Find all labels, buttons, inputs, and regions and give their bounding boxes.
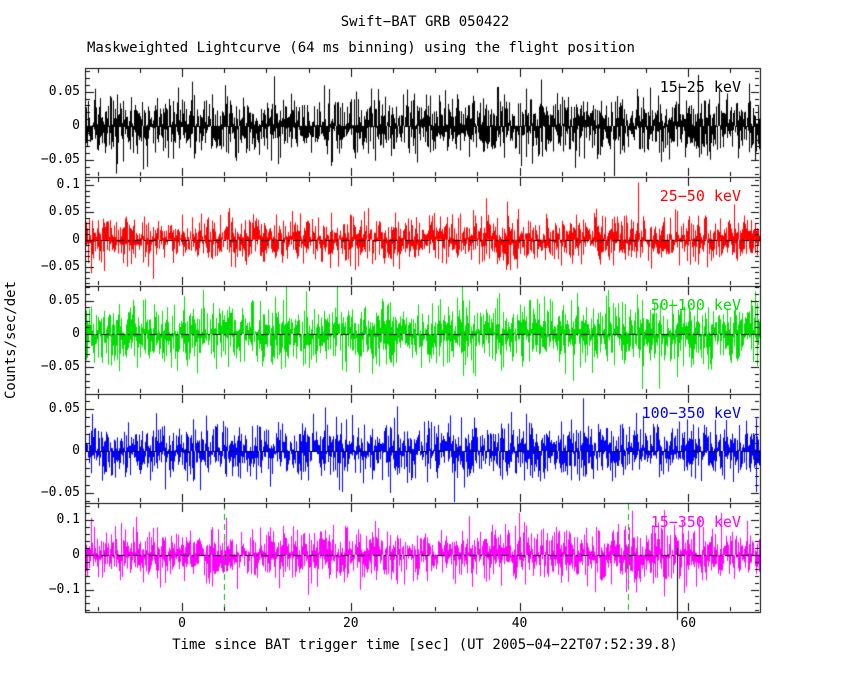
y-axis-label: Counts/sec/det [3, 281, 19, 400]
panel-label-100-350-kev: 100−350 keV [641, 404, 741, 422]
y-tick-label: 0.05 [48, 292, 80, 308]
y-tick-label: 0 [72, 231, 80, 247]
panel-label-50-100-kev: 50−100 keV [650, 296, 741, 314]
y-tick-label: 0 [72, 546, 80, 562]
panel-label-25-50-kev: 25−50 keV [659, 187, 741, 205]
y-tick-label: −0.05 [40, 151, 80, 167]
y-tick-label: 0.05 [48, 204, 80, 220]
y-tick-label: 0 [72, 117, 80, 133]
x-axis-label: Time since BAT trigger time [sec] (UT 20… [172, 637, 678, 653]
y-tick-label: 0 [72, 326, 80, 341]
chart-subtitle: Maskweighted Lightcurve (64 ms binning) … [87, 40, 635, 56]
y-tick-label: 0.05 [48, 401, 80, 417]
chart-title: Swift−BAT GRB 050422 [340, 14, 510, 30]
panel-label-15-25-kev: 15−25 keV [659, 78, 741, 96]
y-tick-label: −0.05 [40, 484, 80, 500]
y-tick-label: 0.1 [56, 177, 80, 193]
y-tick-label: 0 [72, 443, 80, 458]
y-tick-label: −0.05 [40, 359, 80, 375]
y-tick-label: −0.05 [40, 258, 80, 274]
x-tick-label: 20 [342, 616, 359, 631]
x-tick-label: 60 [680, 616, 697, 631]
x-tick-label: 40 [511, 616, 528, 631]
y-tick-label: 0.05 [48, 83, 80, 99]
panel-label-15-350-kev: 15−350 keV [650, 513, 741, 531]
x-tick-label: 0 [178, 616, 186, 631]
y-tick-label: −0.1 [48, 581, 80, 597]
y-tick-label: 0.1 [56, 512, 80, 528]
